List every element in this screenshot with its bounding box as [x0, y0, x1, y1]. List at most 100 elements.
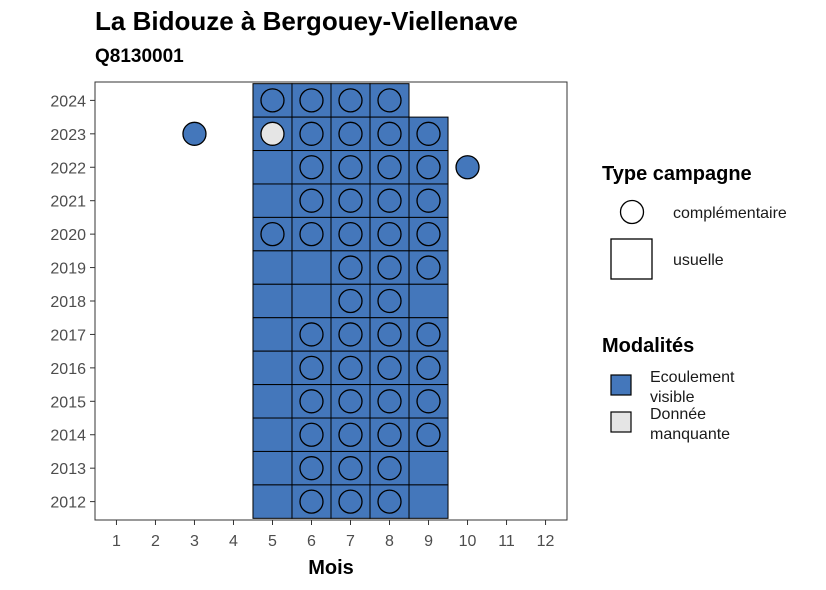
- point-complementaire-2014-6: [299, 422, 324, 447]
- point-complementaire-2023-5: [260, 121, 285, 146]
- legend-type-title: Type campagne: [602, 163, 752, 185]
- legend-modalite-key-visible: [610, 374, 632, 396]
- point-complementaire-2022-9: [416, 155, 441, 180]
- point-complementaire-2021-8: [377, 188, 402, 213]
- point-complementaire-2023-7: [338, 121, 363, 146]
- legend-modalite-line: manquante: [650, 426, 730, 443]
- point-complementaire-2023-6: [299, 121, 324, 146]
- point-complementaire-2023-8: [377, 121, 402, 146]
- tile-usuelle-2021-5: [252, 183, 293, 218]
- y-tick-label-2018: 2018: [50, 294, 86, 311]
- point-complementaire-2015-7: [338, 389, 363, 414]
- point-complementaire-2022-6: [299, 155, 324, 180]
- point-complementaire-2012-7: [338, 489, 363, 514]
- tile-usuelle-2017-5: [252, 317, 293, 352]
- point-complementaire-2017-6: [299, 322, 324, 347]
- tile-usuelle-2019-5: [252, 250, 293, 285]
- x-tick-label-8: 8: [385, 533, 394, 550]
- point-complementaire-2016-9: [416, 355, 441, 381]
- y-tick-label-2023: 2023: [50, 127, 86, 144]
- point-complementaire-2020-5: [260, 221, 285, 247]
- point-complementaire-2017-8: [377, 322, 402, 347]
- point-complementaire-2014-8: [377, 422, 402, 447]
- y-tick-label-2014: 2014: [50, 428, 86, 445]
- tile-usuelle-2015-5: [252, 384, 293, 419]
- point-complementaire-2013-8: [377, 456, 402, 481]
- legend-type-label-1: usuelle: [673, 252, 724, 269]
- x-tick-label-1: 1: [112, 533, 121, 550]
- x-tick-label-3: 3: [190, 533, 199, 550]
- point-complementaire-2017-9: [416, 322, 441, 347]
- legend-modalites-title: Modalités: [602, 335, 694, 357]
- point-complementaire-2019-7: [338, 255, 363, 280]
- chart-title: La Bidouze à Bergouey-Viellenave: [95, 6, 518, 36]
- point-complementaire-2013-7: [338, 456, 363, 481]
- point-complementaire-2020-8: [377, 221, 402, 247]
- point-complementaire-2019-8: [377, 255, 402, 280]
- point-complementaire-2024-6: [299, 88, 324, 113]
- point-complementaire-2018-8: [377, 288, 402, 314]
- point-complementaire-2020-9: [416, 221, 441, 247]
- legend-modalite-line: visible: [650, 389, 695, 406]
- point-complementaire-2018-7: [338, 288, 363, 314]
- point-complementaire-2021-7: [338, 188, 363, 213]
- tile-usuelle-2019-6: [291, 250, 332, 285]
- point-complementaire-2015-9: [416, 389, 441, 414]
- point-complementaire-2020-6: [299, 221, 324, 247]
- tile-usuelle-2022-5: [252, 150, 293, 185]
- tile-usuelle-2018-6: [291, 283, 332, 319]
- tile-usuelle-2012-5: [252, 484, 293, 519]
- point-complementaire-2014-9: [416, 422, 441, 447]
- x-tick-label-2: 2: [151, 533, 160, 550]
- point-complementaire-2015-6: [299, 389, 324, 414]
- point-complementaire-2022-10: [455, 155, 480, 180]
- tile-usuelle-2013-5: [252, 450, 293, 486]
- point-complementaire-2016-8: [377, 355, 402, 381]
- tile-usuelle-2018-9: [408, 283, 449, 319]
- x-tick-label-6: 6: [307, 533, 316, 550]
- point-complementaire-2019-9: [416, 255, 441, 280]
- point-complementaire-2016-7: [338, 355, 363, 381]
- y-tick-label-2020: 2020: [50, 227, 86, 244]
- point-complementaire-2016-6: [299, 355, 324, 381]
- point-complementaire-2024-5: [260, 88, 285, 113]
- tile-usuelle-2013-9: [408, 450, 449, 486]
- chart-subtitle: Q8130001: [95, 46, 184, 67]
- y-tick-label-2017: 2017: [50, 327, 86, 344]
- point-complementaire-2015-8: [377, 389, 402, 414]
- point-complementaire-2020-7: [338, 221, 363, 247]
- point-complementaire-2012-8: [377, 489, 402, 514]
- point-complementaire-2023-3: [182, 121, 207, 146]
- point-complementaire-2014-7: [338, 422, 363, 447]
- y-tick-label-2016: 2016: [50, 361, 86, 378]
- y-tick-label-2022: 2022: [50, 160, 86, 177]
- legend-modalite-label-missing: Donnée manquante: [650, 406, 730, 443]
- legend-modalite-line: Ecoulement: [650, 369, 735, 386]
- point-complementaire-2023-9: [416, 121, 441, 146]
- legend-type-label-0: complémentaire: [673, 205, 787, 222]
- y-tick-label-2021: 2021: [50, 194, 86, 211]
- point-complementaire-2017-7: [338, 322, 363, 347]
- point-complementaire-2024-8: [377, 88, 402, 113]
- tile-usuelle-2014-5: [252, 417, 293, 452]
- x-tick-label-11: 11: [498, 533, 515, 550]
- point-complementaire-2021-6: [299, 188, 324, 213]
- y-tick-label-2013: 2013: [50, 461, 86, 478]
- x-tick-label-9: 9: [424, 533, 433, 550]
- legend-modalite-key-missing: [610, 411, 632, 433]
- tile-usuelle-2016-5: [252, 350, 293, 386]
- point-complementaire-2024-7: [338, 88, 363, 113]
- legend-circle-key: [619, 199, 645, 225]
- point-complementaire-2012-6: [299, 489, 324, 514]
- x-tick-label-10: 10: [459, 533, 477, 550]
- x-tick-label-7: 7: [346, 533, 355, 550]
- x-tick-label-4: 4: [229, 533, 238, 550]
- legend-modalite-line: Donnée: [650, 406, 706, 423]
- legend-modalite-label-visible: Ecoulement visible: [650, 369, 735, 406]
- point-complementaire-2022-8: [377, 155, 402, 180]
- y-tick-label-2019: 2019: [50, 261, 86, 278]
- x-tick-label-5: 5: [268, 533, 277, 550]
- point-complementaire-2013-6: [299, 456, 324, 481]
- x-axis-title: Mois: [308, 557, 354, 579]
